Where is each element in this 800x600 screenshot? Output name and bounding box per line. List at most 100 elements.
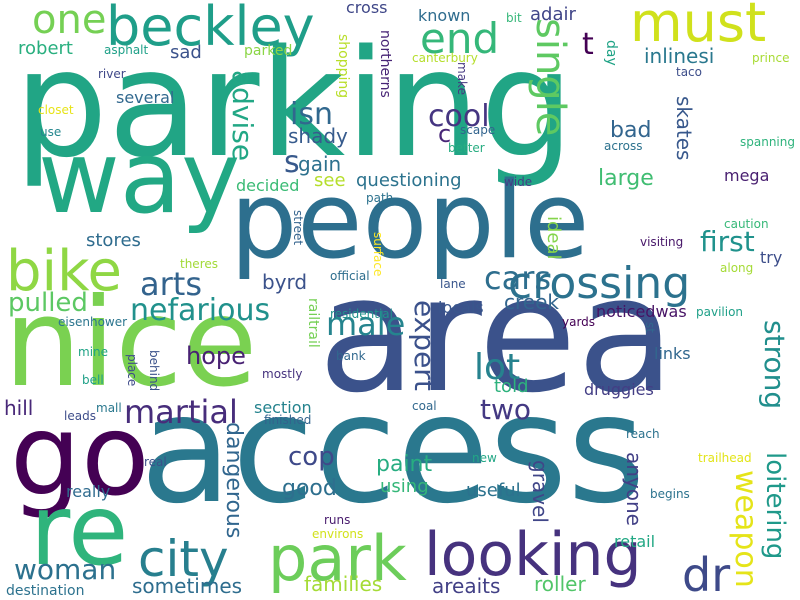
word-yards: yards [562,315,596,329]
word-inlinesi: inlinesi [644,44,715,68]
word-really: really [66,482,111,501]
word-links: links [654,344,691,363]
word-go: go [10,391,150,521]
word-bank: bank [336,349,366,363]
word-questioning: questioning [356,170,462,191]
word-city: city [138,530,229,588]
word-arts: arts [140,265,202,303]
word-theres: theres [180,257,218,271]
word-gravel: gravel [528,460,552,523]
word-hope: hope [186,342,246,370]
word-byrd: byrd [262,270,308,294]
word-visiting: visiting [640,235,684,249]
word-along: along [720,261,754,275]
word-parked: parked [244,43,293,59]
word-s: s [284,145,300,180]
word-roller: roller [534,572,586,596]
word-destination: destination [6,583,85,599]
word-new: new [472,451,497,465]
word-area: area [318,241,675,428]
word-good: good [282,476,337,501]
word-male: male [326,305,406,343]
word-finished: finished [264,413,312,427]
word-try: try [760,248,783,267]
word-access: access [140,363,646,537]
word-dangerous: dangerous [221,422,246,539]
word-creek: creek [504,290,559,314]
word-begins: begins [650,487,690,501]
word-bike: bike [6,239,122,304]
word-re: re [30,474,129,588]
word-using: using [380,476,429,497]
word-wide: wide [504,175,533,189]
word-bit: bit [506,11,522,25]
word-section: section [254,398,312,417]
word-pulled: pulled [8,288,88,318]
word-behind: behind [147,350,161,392]
word-mall: mall [96,401,122,415]
word-areaits: areaits [432,574,501,598]
word-see: see [314,170,346,191]
word-trailhead: trailhead [698,451,752,465]
word-cop: cop [288,442,335,472]
word-large: large [598,166,654,191]
word-strong: strong [758,320,791,410]
word-cross: cross [346,0,388,17]
word-families: families [304,572,383,596]
word-anyone: anyone [622,452,646,526]
word-day: day [603,40,619,66]
word-parking: parking [14,18,575,190]
word-locals: locals [438,298,484,317]
word-path: path [366,191,394,205]
word-park: park [268,522,407,595]
word-single: single [527,18,573,137]
word-mega: mega [724,166,770,185]
word-leads: leads [64,409,96,423]
word-beckley: beckley [106,0,315,58]
word-t: t [582,27,594,62]
word-place: place [125,354,139,387]
word-lane: lane [440,277,466,291]
word-several: several [116,88,175,107]
word-environs: environs [312,527,364,541]
word-skates: skates [672,96,696,161]
word-official: official [330,269,370,283]
word-isn: isn [290,97,333,132]
word-first: first [700,225,755,258]
word-northerns: northerns [377,30,393,98]
word-lot: lot [474,347,521,388]
word-known: known [418,6,471,25]
word-sometimes: sometimes [132,574,243,598]
word-real: real [144,455,167,469]
word-runs: runs [324,513,351,527]
word-coal: coal [412,399,437,413]
word-spanning: spanning [740,135,795,149]
word-martial: martial [124,393,238,431]
word-sad: sad [170,42,202,63]
word-loitering: loitering [760,452,790,560]
word-adair: adair [530,4,576,25]
word-cars: cars [484,259,552,297]
word-crossing: crossing [508,258,691,309]
word-one: one [32,0,107,43]
word-mostly: mostly [262,367,303,381]
word-cool: cool [428,99,490,134]
word-railtrail: railtrail [305,298,321,348]
word-dr: dr [682,548,731,600]
word-two: two [480,393,532,426]
word-weapon: weapon [728,470,763,588]
word-shopping: shopping [335,34,351,99]
word-mine: mine [78,345,109,359]
word-surface: surface [371,232,385,277]
word-asphalt: asphalt [104,43,149,57]
word-looking: looking [424,520,642,590]
word-ideal: ideal [543,216,564,260]
word-nice: nice [4,272,258,414]
word-eisenhower: eisenhower [58,315,128,329]
word-advise: advise [226,70,259,162]
word-shady: shady [288,124,348,148]
word-useful: useful [466,480,521,501]
word-taco: taco [676,65,702,79]
word-pavilion: pavilion [696,305,744,319]
word-paint: paint [376,452,433,477]
